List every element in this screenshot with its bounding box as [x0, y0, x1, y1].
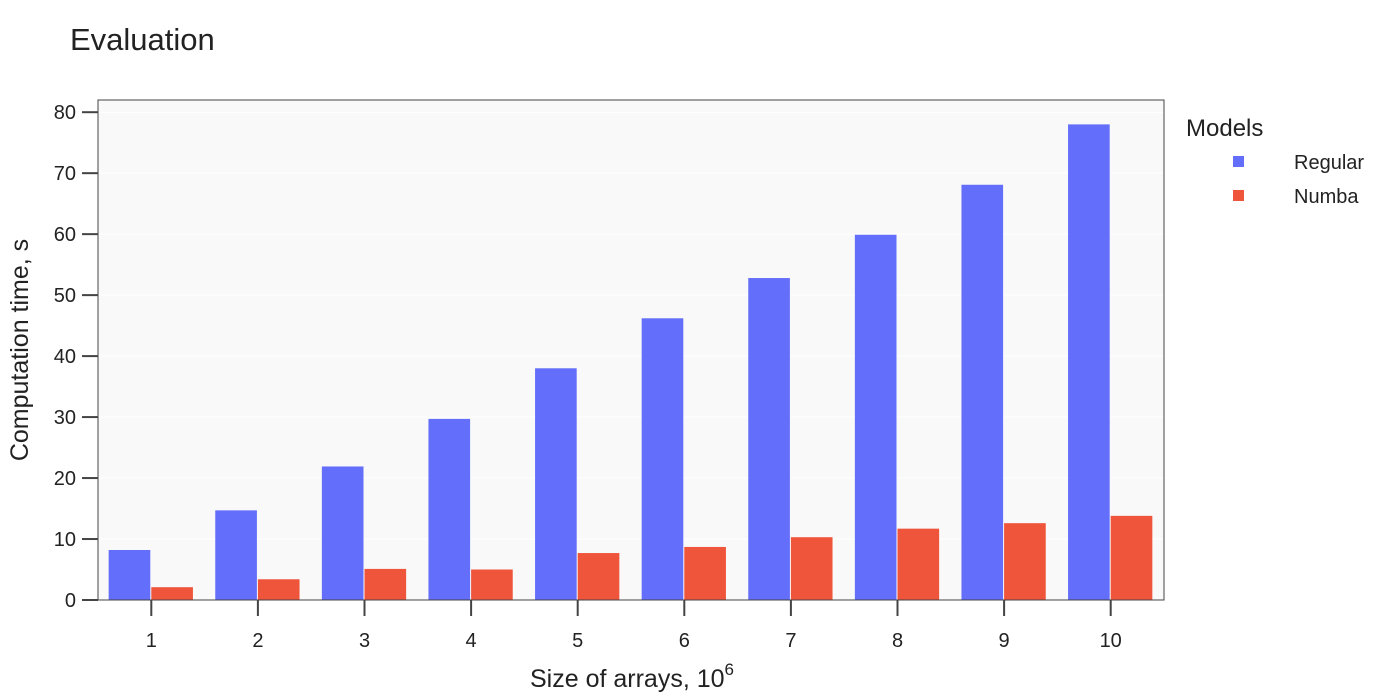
plot-frame — [97, 99, 1165, 601]
legend-swatch-regular — [1233, 156, 1244, 167]
x-axis-title-base: Size of arrays, 10 — [530, 665, 725, 693]
x-tick-label: 5 — [572, 630, 583, 652]
bar-regular-1 — [108, 550, 151, 600]
x-tick-label: 9 — [999, 630, 1010, 652]
x-tick-label: 7 — [785, 630, 796, 652]
y-tick-label: 80 — [54, 102, 76, 124]
x-axis-title: Size of arrays, 106 — [530, 660, 734, 693]
x-tick-label: 4 — [466, 630, 477, 652]
bar-numba-4 — [471, 569, 513, 600]
bar-numba-8 — [897, 528, 940, 600]
bar-numba-6 — [684, 546, 726, 600]
y-tick-label: 20 — [54, 468, 76, 490]
bar-numba-7 — [790, 537, 833, 600]
x-tick-label: 2 — [252, 630, 263, 652]
chart-title: Evaluation — [70, 22, 215, 57]
legend-label-numba: Numba — [1294, 186, 1359, 208]
y-tick-label: 10 — [54, 529, 76, 551]
y-tick-label: 60 — [54, 224, 76, 246]
bar-numba-2 — [257, 579, 300, 600]
x-tick-label: 6 — [679, 630, 690, 652]
bar-numba-10 — [1110, 515, 1153, 600]
bar-regular-8 — [854, 234, 897, 600]
bar-numba-1 — [151, 587, 193, 600]
bar-regular-9 — [961, 184, 1004, 600]
bar-regular-2 — [215, 510, 257, 600]
y-tick-label: 50 — [54, 285, 76, 307]
x-axis-title-exponent: 6 — [725, 660, 734, 679]
bar-numba-9 — [1004, 523, 1046, 600]
y-tick-label: 0 — [65, 590, 76, 612]
bar-regular-3 — [321, 466, 364, 600]
y-axis-title: Computation time, s — [6, 239, 34, 461]
y-tick-label: 30 — [54, 407, 76, 429]
plot-area: 0 10 20 30 40 50 60 70 80 1 2 3 4 5 6 7 8 9 10 — [54, 99, 1165, 652]
bar-regular-5 — [535, 368, 577, 600]
legend-title: Models — [1186, 115, 1263, 142]
bar-numba-5 — [577, 553, 620, 600]
bar-numba-3 — [364, 568, 407, 600]
y-tick-label: 40 — [54, 346, 76, 368]
y-tick-label: 70 — [54, 163, 76, 185]
x-tick-label: 10 — [1100, 630, 1122, 652]
bar-regular-4 — [428, 418, 471, 600]
legend-swatch-numba — [1233, 190, 1244, 201]
bar-regular-7 — [748, 278, 790, 600]
legend-label-regular: Regular — [1294, 152, 1364, 174]
x-tick-label: 8 — [892, 630, 903, 652]
legend: Models Regular Numba — [1186, 115, 1364, 208]
bar-regular-6 — [641, 318, 684, 600]
x-tick-label: 1 — [146, 630, 157, 652]
x-tick-label: 3 — [359, 630, 370, 652]
bar-regular-10 — [1068, 124, 1110, 600]
